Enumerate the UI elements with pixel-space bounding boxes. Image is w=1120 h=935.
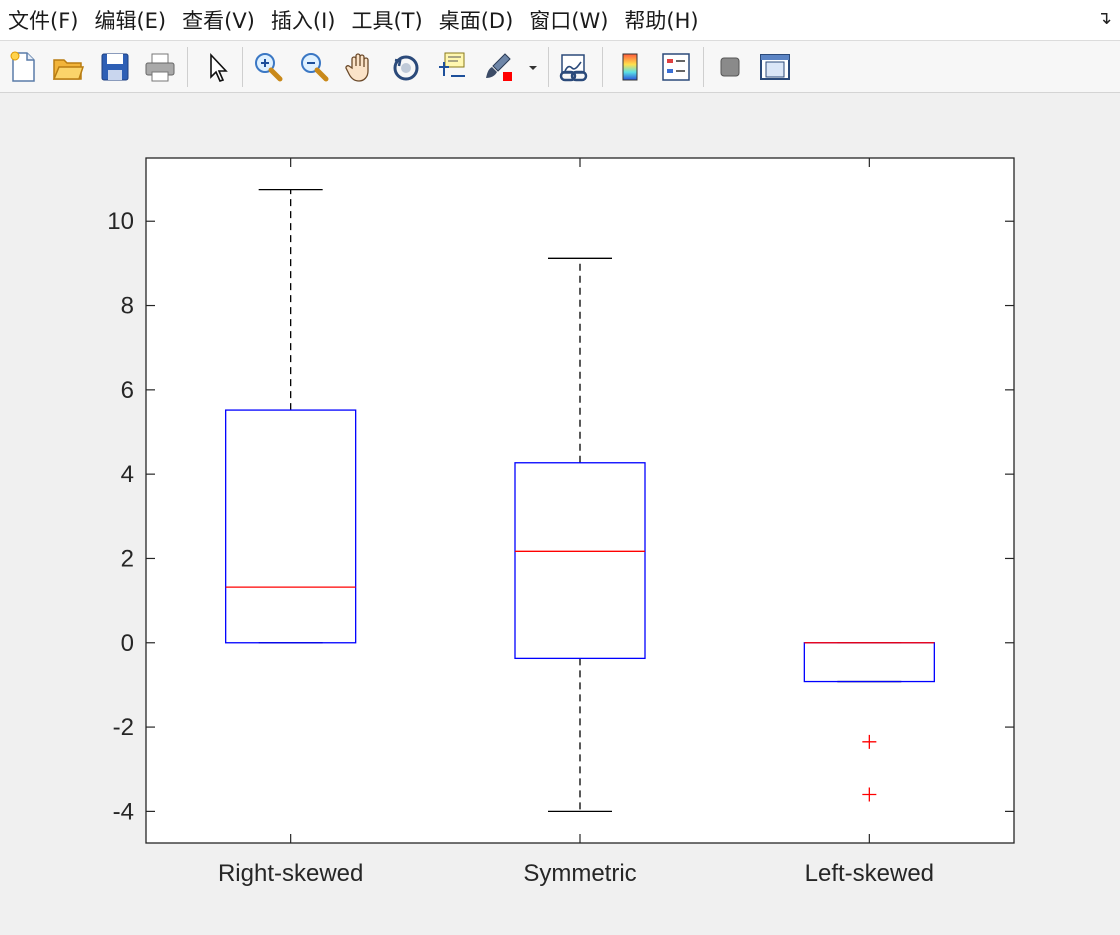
- edit-plot-arrow-icon[interactable]: [200, 50, 234, 84]
- menu-tools[interactable]: 工具(T): [351, 9, 423, 33]
- outlier-point: [862, 734, 877, 749]
- y-tick-label: 8: [121, 293, 134, 320]
- new-figure-icon[interactable]: [6, 50, 40, 84]
- menu-edit[interactable]: 编辑(E): [94, 9, 167, 33]
- axes-background: [146, 158, 1014, 843]
- pan-hand-icon[interactable]: [343, 50, 377, 84]
- y-tick-label: 4: [121, 461, 134, 488]
- y-tick-label: 2: [121, 545, 134, 572]
- x-tick-label: Right-skewed: [218, 860, 363, 887]
- data-cursor-icon[interactable]: [435, 50, 469, 84]
- figure-toolbar: [0, 41, 1120, 93]
- axes-frame: [145, 157, 1015, 844]
- boxplot-chart: Right-skewed Symmetric Left-skewed -4 -2 0 2 4 6…: [107, 157, 1015, 887]
- toolbar-separator: [187, 47, 188, 87]
- legend-icon[interactable]: [659, 50, 693, 84]
- y-tick-label: -4: [113, 798, 134, 825]
- dock-arrow-icon[interactable]: ↴: [1096, 8, 1112, 29]
- toolbar-separator: [602, 47, 603, 87]
- menu-desktop[interactable]: 桌面(D): [438, 9, 514, 33]
- toolbar-separator: [548, 47, 549, 87]
- zoom-in-icon[interactable]: [251, 50, 285, 84]
- menu-bar: 文件(F) 编辑(E) 查看(V) 插入(I) 工具(T) 桌面(D) 窗口(W…: [0, 0, 1120, 41]
- menu-file[interactable]: 文件(F): [8, 9, 79, 33]
- box-iqr: [514, 462, 646, 660]
- x-tick-label: Left-skewed: [805, 860, 934, 887]
- y-tick-label: -2: [113, 714, 134, 741]
- toolbar-separator: [703, 47, 704, 87]
- hide-plot-tools-icon[interactable]: [713, 50, 747, 84]
- zoom-out-icon[interactable]: [297, 50, 331, 84]
- box-iqr: [225, 409, 357, 644]
- x-tick-label: Symmetric: [523, 860, 636, 887]
- menu-help[interactable]: 帮助(H): [624, 9, 699, 33]
- outlier-point: [862, 787, 877, 802]
- link-plot-icon[interactable]: [557, 50, 591, 84]
- menu-insert[interactable]: 插入(I): [270, 9, 336, 33]
- y-tick-label: 0: [121, 630, 134, 657]
- rotate-3d-icon[interactable]: [389, 50, 423, 84]
- brush-dropdown-icon[interactable]: [525, 50, 541, 84]
- y-tick-label: 10: [107, 208, 134, 235]
- toolbar-separator: [242, 47, 243, 87]
- figure-canvas: Right-skewed Symmetric Left-skewed -4 -2 0 2 4 6…: [0, 93, 1120, 935]
- save-icon[interactable]: [98, 50, 132, 84]
- menu-window[interactable]: 窗口(W): [529, 9, 609, 33]
- menu-view[interactable]: 查看(V): [182, 9, 255, 33]
- show-plot-tools-icon[interactable]: [758, 50, 792, 84]
- open-file-icon[interactable]: [51, 50, 85, 84]
- print-icon[interactable]: [143, 50, 177, 84]
- colorbar-icon[interactable]: [613, 50, 647, 84]
- brush-icon[interactable]: [481, 50, 515, 84]
- y-tick-label: 6: [121, 377, 134, 404]
